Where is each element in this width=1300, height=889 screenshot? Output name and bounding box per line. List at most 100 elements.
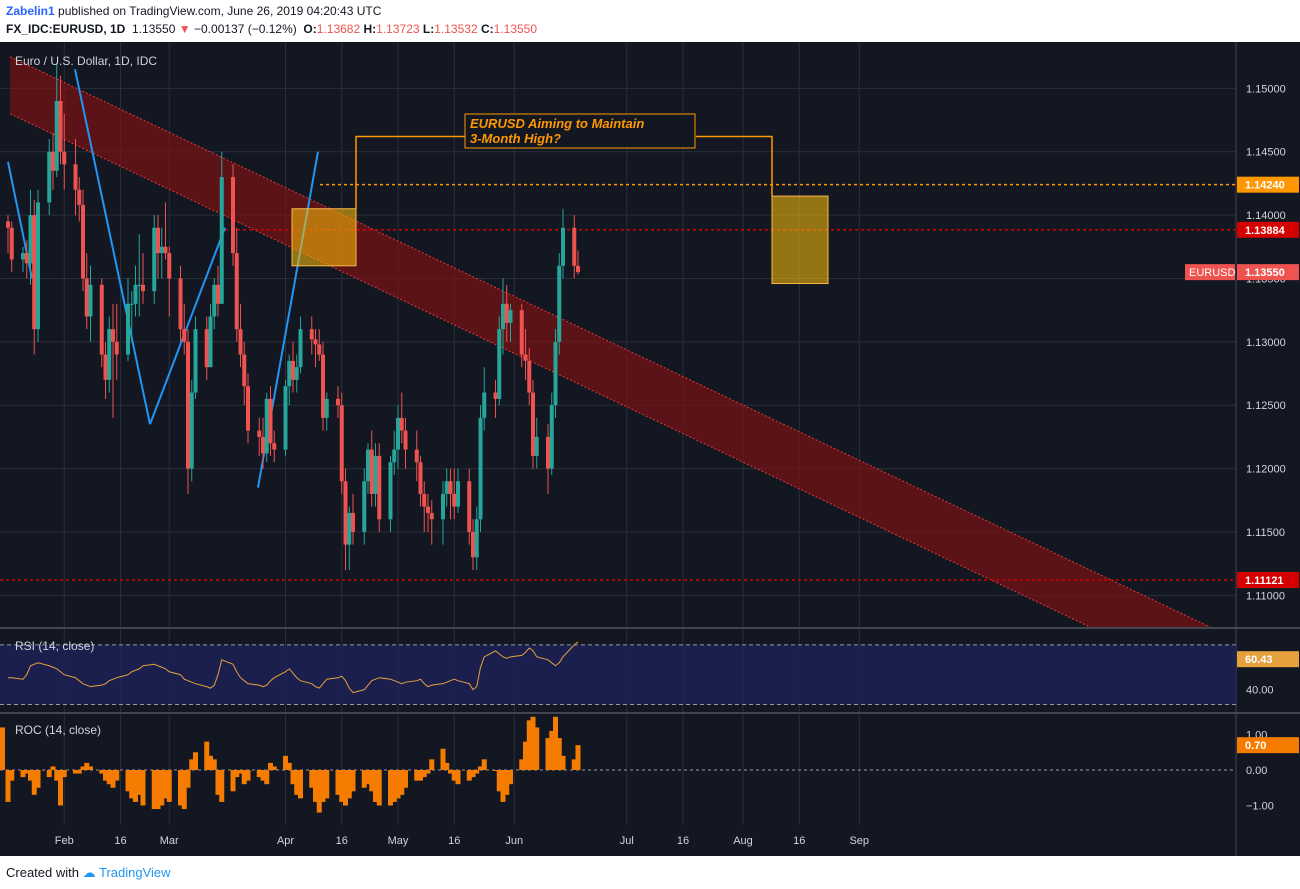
candle-body (107, 329, 112, 380)
roc-bar (80, 766, 86, 770)
roc-bar (425, 770, 431, 774)
roc-bar (448, 770, 453, 774)
candle-body (54, 101, 59, 171)
candle-body (24, 253, 29, 264)
candle-body (133, 284, 138, 304)
candle-body (456, 481, 460, 507)
roc-bar (5, 770, 11, 802)
roc-bar (114, 770, 120, 781)
candle-body (231, 177, 235, 254)
candle-body (377, 455, 382, 520)
candle-body (264, 398, 269, 454)
open-value: 1.13682 (316, 22, 361, 36)
tradingview-brand[interactable]: TradingView (99, 865, 171, 880)
time-tick-label: Sep (849, 835, 869, 847)
time-tick-label: Apr (277, 835, 294, 847)
roc-bar (481, 759, 487, 770)
roc-bar (350, 770, 356, 792)
roc-bar (103, 770, 108, 781)
candle-body (497, 329, 502, 399)
time-scale[interactable] (0, 825, 1236, 856)
roc-bar (271, 766, 277, 770)
candle-body (204, 329, 209, 368)
time-tick-label: Aug (733, 835, 753, 847)
candle-body (452, 493, 457, 507)
candle-body (508, 310, 513, 323)
candle-body (103, 354, 108, 380)
chart-canvas[interactable]: EURUSD Aiming to Maintain 3-Month High? … (0, 42, 1300, 856)
candle-body (242, 354, 247, 387)
roc-bar (478, 766, 483, 770)
roc-bar (455, 770, 461, 785)
candle-body (467, 481, 472, 532)
roc-bar (290, 770, 296, 785)
candle-body (62, 151, 67, 165)
candle-body (268, 398, 273, 444)
roc-bar (553, 716, 558, 770)
time-tick-label: Jul (620, 835, 634, 847)
rsi-value-badge: 60.43 (1245, 654, 1273, 666)
candle-body (178, 278, 183, 330)
roc-tick-label: −1.00 (1246, 800, 1274, 812)
tradingview-logo-icon[interactable]: ☁ (82, 865, 96, 880)
candle-body (351, 512, 355, 532)
roc-bar (256, 770, 262, 778)
last-price-badge: 1.13550 (1245, 267, 1285, 279)
roc-bar (129, 770, 135, 799)
annotation-callout[interactable]: EURUSD Aiming to Maintain 3-Month High? (464, 113, 696, 149)
roc-bar (268, 762, 273, 770)
roc-bar (545, 738, 551, 770)
rsi-pane[interactable] (0, 641, 1236, 706)
candle-body (238, 329, 243, 355)
roc-bar (391, 770, 397, 802)
time-tick-label: Feb (55, 835, 74, 847)
price-tick-label: 1.12000 (1246, 464, 1286, 476)
roc-bar (493, 770, 498, 771)
roc-bar (99, 770, 105, 774)
roc-bar (571, 759, 577, 770)
candle-body (246, 386, 250, 431)
roc-bar (526, 720, 532, 770)
roc-bar (151, 770, 157, 810)
candle-body (399, 417, 404, 431)
roc-bar (193, 752, 198, 770)
last-price-badge-bg (1237, 264, 1299, 281)
candle-body (111, 329, 115, 342)
roc-bar (215, 770, 221, 795)
roc-pane[interactable] (0, 716, 1236, 813)
roc-bar (9, 770, 15, 781)
publisher-username[interactable]: Zabelin1 (6, 4, 55, 18)
candle-body (336, 398, 340, 406)
candle-body (422, 493, 427, 507)
roc-bar (388, 770, 393, 806)
roc-bar (418, 770, 423, 781)
roc-bar (76, 770, 82, 774)
channel-upper-line (9, 56, 1211, 628)
candle-body (51, 151, 55, 171)
roc-bar (24, 770, 30, 774)
roc-value-badge-bg (1237, 737, 1299, 754)
candle-body (186, 341, 190, 469)
roc-bar (556, 738, 562, 770)
candle-body (403, 430, 408, 450)
price-axis-labels: 1.150001.145001.140001.135001.130001.125… (1185, 83, 1299, 812)
candle-body (347, 512, 352, 545)
candle-body (99, 284, 104, 355)
candle-body (474, 519, 479, 558)
roc-bar (84, 762, 90, 770)
descending-channel (9, 56, 1211, 628)
candle-body (193, 329, 198, 393)
candle-body (114, 341, 119, 355)
candle-body (129, 303, 134, 305)
roc-bar (181, 770, 187, 810)
time-tick-label: 16 (114, 835, 126, 847)
roc-bar (339, 770, 345, 802)
candle-body (426, 506, 430, 513)
price-tick-label: 1.13000 (1246, 337, 1286, 349)
roc-bar (73, 770, 78, 774)
created-with: Created with ☁ TradingView (6, 865, 171, 881)
roc-bar (241, 770, 247, 785)
candle-body (317, 344, 322, 355)
roc-bar (166, 770, 172, 802)
candlestick-series (6, 63, 580, 570)
